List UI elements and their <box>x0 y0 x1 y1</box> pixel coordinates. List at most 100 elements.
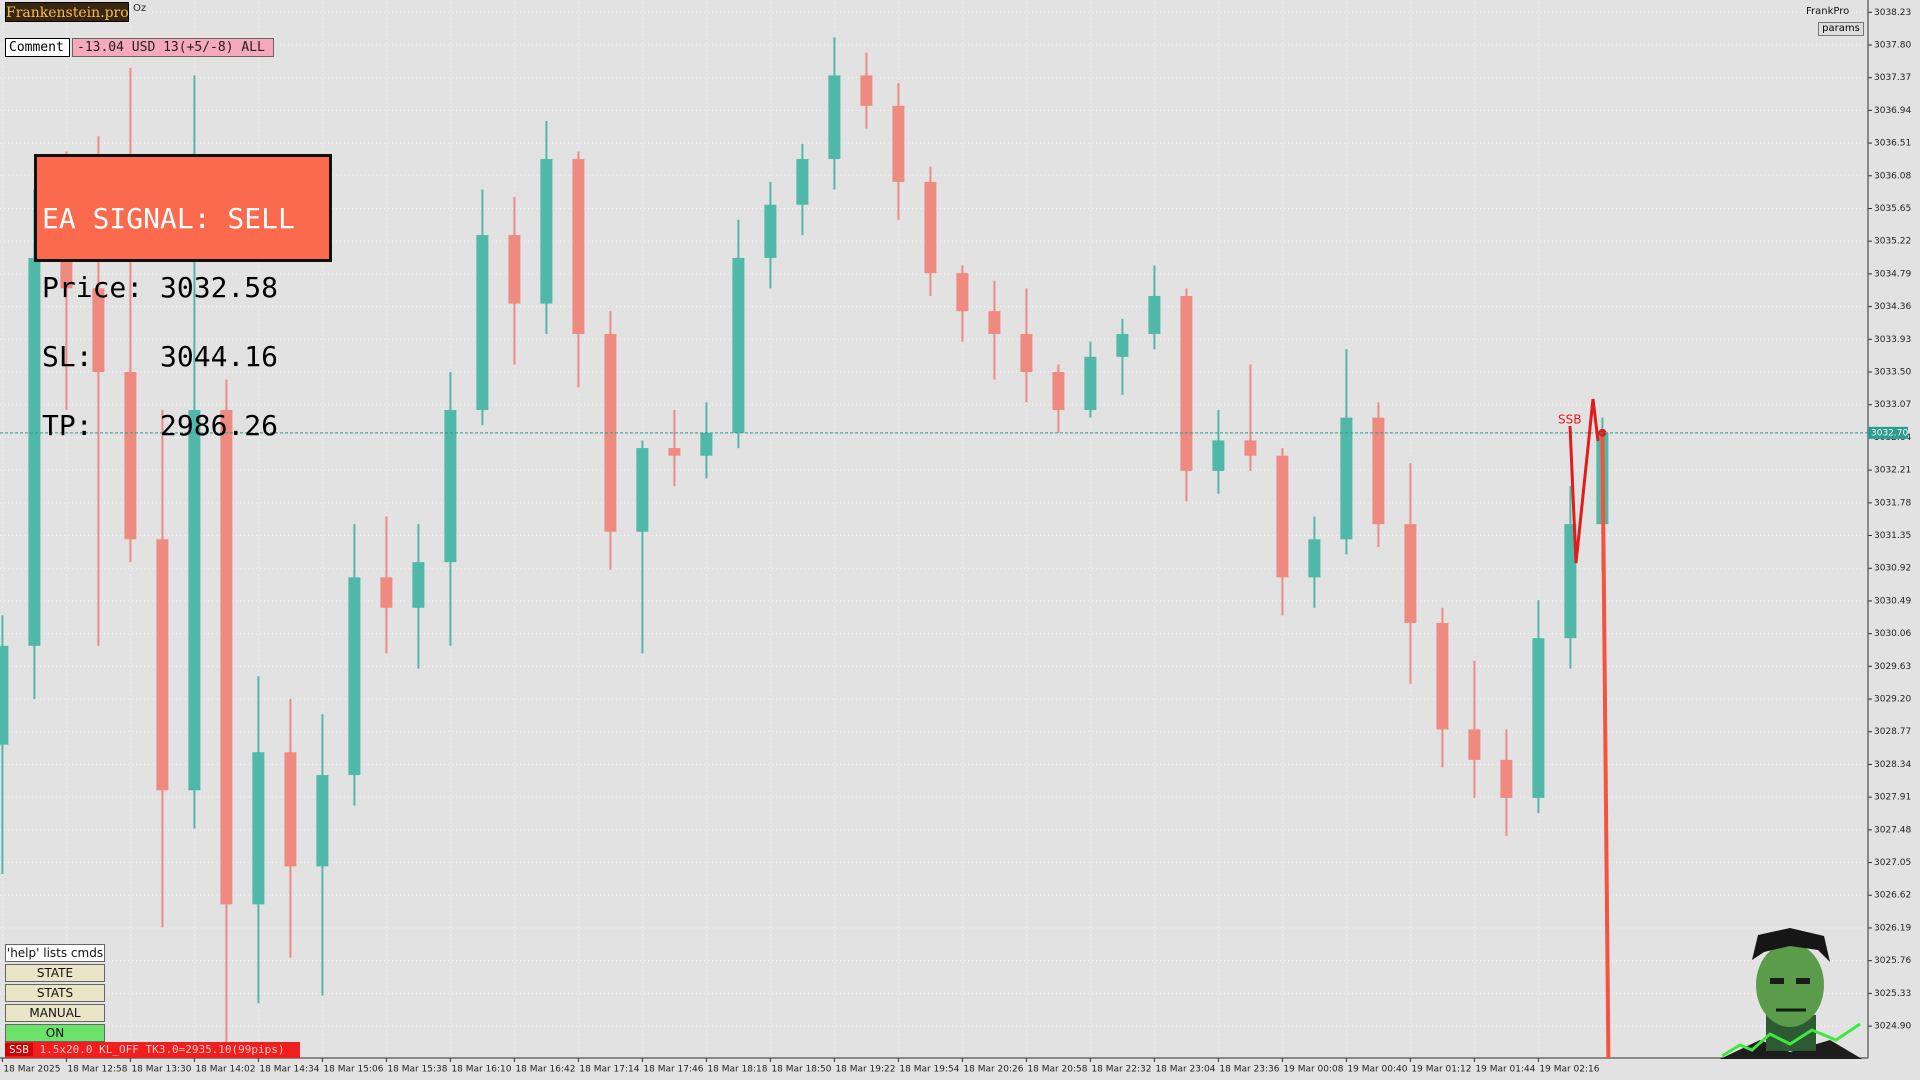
y-tick-label: 3036.08 <box>1874 171 1911 181</box>
y-tick-label: 3027.91 <box>1874 793 1911 803</box>
candle-body <box>476 235 489 411</box>
signal-sl: SL: 3044.16 <box>42 340 279 373</box>
y-tick-label: 3028.34 <box>1874 760 1911 770</box>
x-tick-label: 18 Mar 13:30 <box>131 1065 191 1075</box>
candle-body <box>380 577 393 608</box>
y-tick-label: 3038.23 <box>1874 8 1911 18</box>
candle-body <box>1468 729 1481 760</box>
y-tick-label: 3035.22 <box>1874 237 1911 247</box>
candle-body <box>412 562 425 608</box>
y-tick-label: 3034.36 <box>1874 302 1911 312</box>
x-tick-label: 18 Mar 20:26 <box>963 1065 1023 1075</box>
y-tick-label: 3036.51 <box>1874 139 1911 149</box>
help-button[interactable]: 'help' lists cmds <box>5 944 105 962</box>
x-tick-label: 18 Mar 15:38 <box>387 1065 447 1075</box>
candle-body <box>1500 759 1513 798</box>
x-tick-label: 18 Mar 19:54 <box>899 1065 959 1075</box>
candle-body <box>252 752 265 905</box>
y-tick-label: 3033.50 <box>1874 368 1911 378</box>
candle-body <box>1532 638 1545 798</box>
x-tick-label: 18 Mar 17:14 <box>579 1065 639 1075</box>
x-tick-label: 19 Mar 00:08 <box>1283 1065 1343 1075</box>
x-tick-label: 18 Mar 16:42 <box>515 1065 575 1075</box>
y-tick-label: 3026.62 <box>1874 891 1911 901</box>
x-tick-label: 18 Mar 2025 <box>3 1065 60 1075</box>
status-info: 1.5x20.0 KL_OFF TK3.0=2935.10(99pips) <box>39 1043 285 1056</box>
x-tick-label: 18 Mar 18:50 <box>771 1065 831 1075</box>
y-tick-label: 3031.35 <box>1874 531 1911 541</box>
y-tick-label: 3030.49 <box>1874 596 1911 606</box>
y-tick-label: 3037.80 <box>1874 40 1911 50</box>
signal-drop-line <box>1600 432 1611 1059</box>
manual-button[interactable]: MANUAL <box>5 1004 105 1022</box>
y-tick-label: 3037.37 <box>1874 73 1911 83</box>
candle-body <box>1340 417 1353 540</box>
x-tick-label: 19 Mar 01:44 <box>1475 1065 1535 1075</box>
on-button[interactable]: ON <box>5 1024 105 1042</box>
y-tick-label: 3036.94 <box>1874 106 1911 116</box>
candle-body <box>1148 295 1161 334</box>
logo: Frankenstein.pro <box>5 2 129 22</box>
candle-body <box>1052 372 1065 411</box>
frankenstein-avatar <box>1720 928 1862 1059</box>
candle-body <box>156 539 169 791</box>
price-label: 3032.70 <box>1871 428 1908 438</box>
x-tick-label: 19 Mar 00:40 <box>1347 1065 1407 1075</box>
candle-body <box>892 105 905 182</box>
candle-body <box>1372 417 1385 525</box>
y-tick-label: 3030.06 <box>1874 629 1911 639</box>
y-tick-label: 3028.77 <box>1874 727 1911 737</box>
signal-price: Price: 3032.58 <box>42 271 279 304</box>
candle-body <box>1564 524 1577 639</box>
candle-body <box>1308 539 1321 578</box>
x-tick-label: 18 Mar 23:36 <box>1219 1065 1279 1075</box>
signal-panel: EA SIGNAL: SELL Price: 3032.58 SL: 3044.… <box>34 154 332 440</box>
candle-body <box>348 577 361 776</box>
y-tick-label: 3035.65 <box>1874 204 1911 214</box>
x-tick-label: 18 Mar 14:02 <box>195 1065 255 1075</box>
pattern-label: SSB <box>1558 413 1581 427</box>
x-tick-label: 18 Mar 20:58 <box>1027 1065 1087 1075</box>
candle-body <box>124 372 137 540</box>
candle-body <box>1020 333 1033 373</box>
candle-body <box>1244 440 1257 456</box>
comment-value: -13.04 USD 13(+5/-8) ALL <box>72 38 274 57</box>
stats-button[interactable]: STATS <box>5 984 105 1002</box>
y-tick-label: 3027.05 <box>1874 858 1911 868</box>
x-tick-label: 18 Mar 15:06 <box>323 1065 383 1075</box>
candle-body <box>540 159 553 304</box>
candle-body <box>764 204 777 258</box>
state-button[interactable]: STATE <box>5 964 105 982</box>
candle-body <box>828 75 841 160</box>
candle-body <box>284 752 297 867</box>
symbol-tag: Oz <box>133 3 147 14</box>
signal-title: EA SIGNAL: SELL <box>42 202 295 235</box>
candle-body <box>188 410 201 791</box>
params-button[interactable]: params <box>1818 22 1864 36</box>
candle-body <box>924 181 937 274</box>
y-tick-label: 3029.63 <box>1874 662 1911 672</box>
candle-body <box>572 159 585 334</box>
x-tick-label: 18 Mar 22:32 <box>1091 1065 1151 1075</box>
x-tick-label: 18 Mar 17:46 <box>643 1065 703 1075</box>
y-tick-label: 3025.76 <box>1874 956 1911 966</box>
y-tick-label: 3030.92 <box>1874 564 1911 574</box>
comment-label: Comment <box>5 38 70 57</box>
candle-body <box>28 257 41 646</box>
status-bar: SSB 1.5x20.0 KL_OFF TK3.0=2935.10(99pips… <box>5 1042 300 1058</box>
x-tick-label: 19 Mar 01:12 <box>1411 1065 1471 1075</box>
candle-body <box>0 645 9 745</box>
y-tick-label: 3031.78 <box>1874 498 1911 508</box>
x-tick-label: 18 Mar 14:34 <box>259 1065 319 1075</box>
y-tick-label: 3034.79 <box>1874 269 1911 279</box>
x-tick-label: 19 Mar 02:16 <box>1539 1065 1599 1075</box>
candle-body <box>988 311 1001 334</box>
candle-body <box>1436 622 1449 730</box>
y-tick-label: 3025.33 <box>1874 989 1911 999</box>
candle-body <box>60 257 73 289</box>
y-tick-label: 3024.90 <box>1874 1022 1911 1032</box>
status-tag: SSB <box>5 1043 33 1056</box>
candle-body <box>1404 524 1417 623</box>
candle-body <box>636 448 649 532</box>
